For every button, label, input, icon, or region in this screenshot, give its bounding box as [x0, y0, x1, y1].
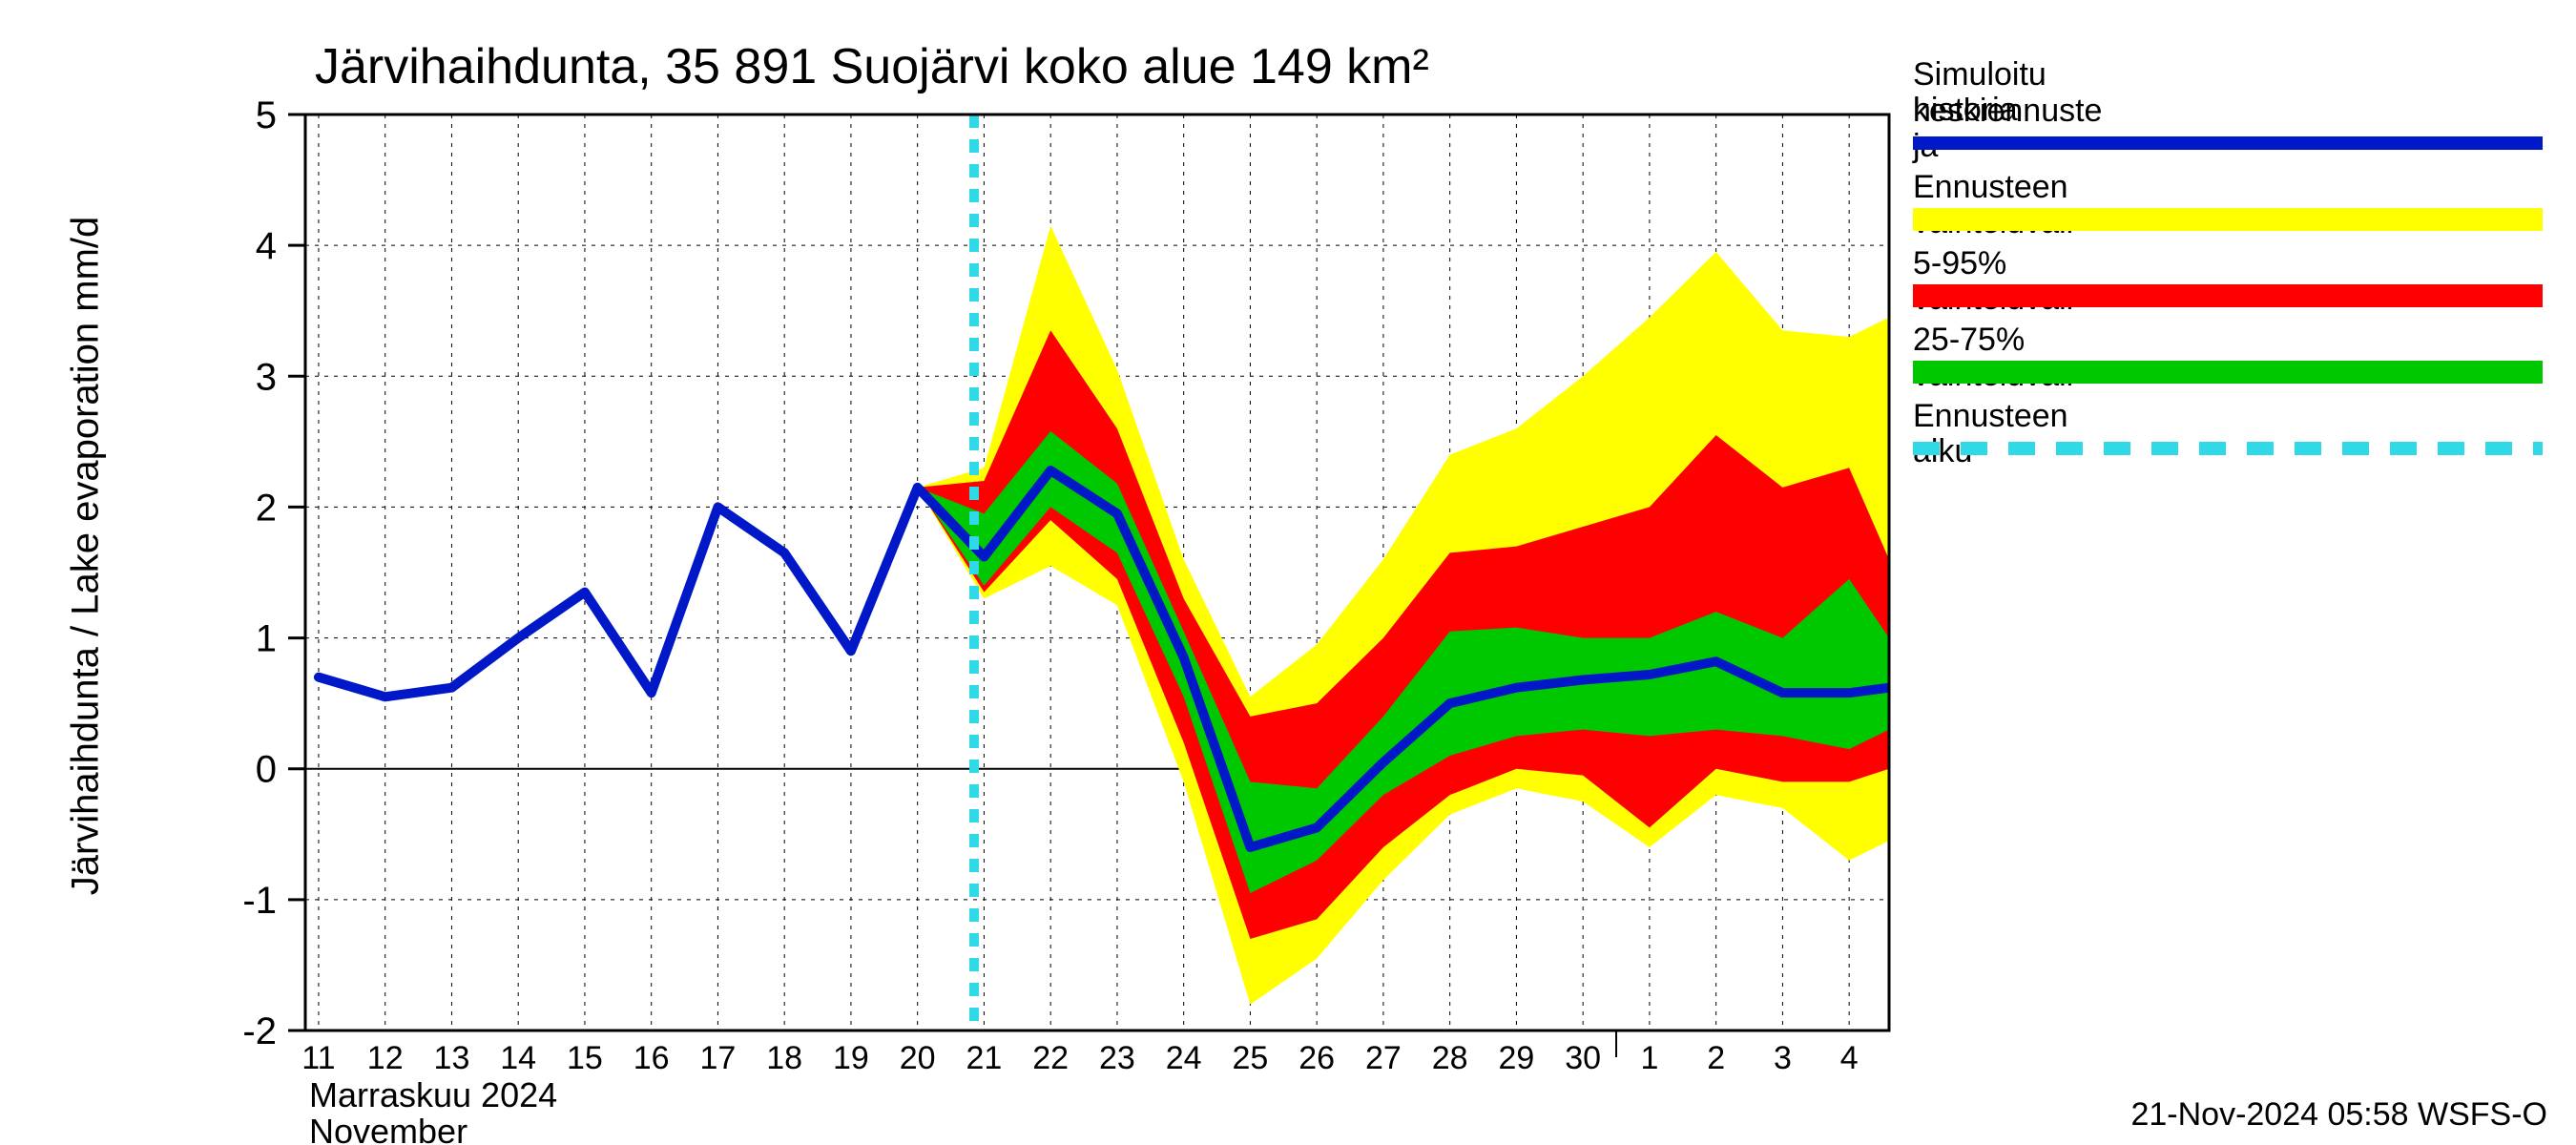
- svg-text:14: 14: [500, 1040, 536, 1076]
- legend-swatch: [1913, 361, 2543, 389]
- svg-text:4: 4: [1840, 1040, 1859, 1076]
- svg-text:Marraskuu 2024: Marraskuu 2024: [309, 1075, 557, 1114]
- svg-text:16: 16: [634, 1040, 670, 1076]
- chart-root: Järvihaihdunta, 35 891 Suojärvi koko alu…: [0, 0, 2576, 1145]
- svg-text:-2: -2: [242, 1010, 277, 1052]
- svg-text:5: 5: [256, 94, 277, 136]
- svg-text:15: 15: [567, 1040, 603, 1076]
- svg-text:30: 30: [1565, 1040, 1601, 1076]
- svg-text:24: 24: [1166, 1040, 1202, 1076]
- svg-text:3: 3: [256, 356, 277, 398]
- legend-swatch: [1913, 208, 2543, 237]
- svg-text:21: 21: [966, 1040, 1003, 1076]
- svg-text:4: 4: [256, 225, 277, 267]
- svg-text:13: 13: [434, 1040, 470, 1076]
- svg-text:1: 1: [1640, 1040, 1658, 1076]
- legend-swatch: [1913, 132, 2543, 160]
- svg-text:17: 17: [700, 1040, 737, 1076]
- chart-title: Järvihaihdunta, 35 891 Suojärvi koko alu…: [315, 38, 1429, 95]
- legend-label: keskiennuste: [1913, 94, 2102, 129]
- footer-timestamp: 21-Nov-2024 05:58 WSFS-O: [2130, 1096, 2547, 1134]
- svg-text:2: 2: [256, 487, 277, 529]
- svg-text:12: 12: [367, 1040, 404, 1076]
- svg-text:25: 25: [1233, 1040, 1269, 1076]
- plot-svg: -2-1012345111213141516171819202122232425…: [0, 0, 2576, 1145]
- svg-text:2: 2: [1707, 1040, 1725, 1076]
- y-axis-label: Järvihaihdunta / Lake evaporation mm/d: [65, 127, 108, 986]
- svg-text:28: 28: [1432, 1040, 1468, 1076]
- svg-text:1: 1: [256, 618, 277, 660]
- svg-text:0: 0: [256, 749, 277, 791]
- svg-text:11: 11: [301, 1040, 335, 1076]
- svg-text:29: 29: [1498, 1040, 1534, 1076]
- svg-text:19: 19: [833, 1040, 869, 1076]
- svg-text:20: 20: [900, 1040, 936, 1076]
- svg-text:-1: -1: [242, 880, 277, 922]
- legend-swatch: [1913, 284, 2543, 313]
- svg-text:November: November: [309, 1112, 467, 1145]
- svg-text:3: 3: [1774, 1040, 1792, 1076]
- svg-text:18: 18: [766, 1040, 802, 1076]
- svg-text:22: 22: [1032, 1040, 1069, 1076]
- svg-text:26: 26: [1298, 1040, 1335, 1076]
- legend-swatch: [1913, 437, 2543, 466]
- svg-text:27: 27: [1365, 1040, 1402, 1076]
- svg-text:23: 23: [1099, 1040, 1135, 1076]
